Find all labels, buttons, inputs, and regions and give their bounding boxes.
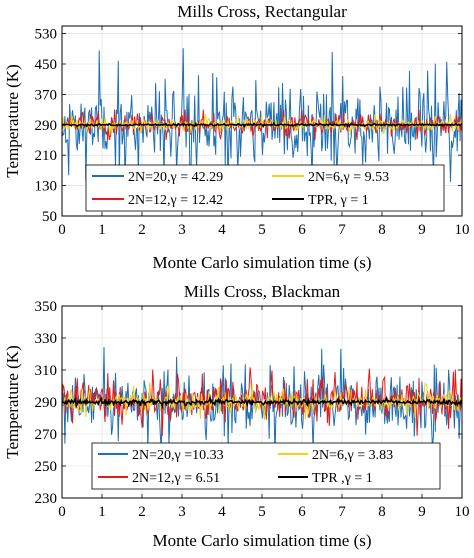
legend-entry: 2N=6,γ = 9.53 xyxy=(308,170,389,185)
legend-entry: TPR, γ = 1 xyxy=(308,193,369,208)
x-tick-label: 0 xyxy=(58,222,66,238)
y-tick-label: 270 xyxy=(35,427,58,443)
series-line-black xyxy=(61,121,463,128)
x-tick-label: 3 xyxy=(178,222,186,238)
x-tick-label: 10 xyxy=(455,504,470,520)
x-tick-label: 4 xyxy=(218,504,226,520)
y-tick-label: 250 xyxy=(35,459,58,475)
series-line-black xyxy=(61,394,463,410)
legend-entry: 2N=12,γ = 6.51 xyxy=(132,471,220,486)
x-tick-label: 6 xyxy=(298,504,306,520)
y-tick-label: 290 xyxy=(35,118,58,134)
x-tick-label: 2 xyxy=(138,222,146,238)
x-tick-labels: 0 1 2 3 4 5 6 7 8 9 10 xyxy=(58,504,469,520)
x-tick-label: 8 xyxy=(378,222,386,238)
y-tick-label: 370 xyxy=(35,87,58,103)
y-tick-label: 230 xyxy=(35,491,58,507)
x-tick-label: 6 xyxy=(298,222,306,238)
tick-marks xyxy=(61,26,463,217)
chart-panel-rectangular: Mills Cross, Rectangular 0 1 2 3 4 5 6 7 8 9 10 50… xyxy=(3,2,470,272)
x-tick-label: 4 xyxy=(218,222,226,238)
x-tick-label: 8 xyxy=(378,504,386,520)
x-tick-label: 7 xyxy=(338,222,346,238)
y-tick-label: 50 xyxy=(42,209,57,225)
x-tick-labels: 0 1 2 3 4 5 6 7 8 9 10 xyxy=(58,222,469,238)
y-tick-label: 210 xyxy=(35,148,58,164)
legend-entry: 2N=20,γ =10.33 xyxy=(132,448,224,463)
y-tick-label: 130 xyxy=(35,179,58,195)
series-line-yellow xyxy=(61,114,463,136)
x-axis-label: Monte Carlo simulation time (s) xyxy=(152,253,371,272)
x-tick-label: 0 xyxy=(58,504,66,520)
chart-title: Mills Cross, Rectangular xyxy=(177,2,347,21)
x-tick-label: 5 xyxy=(258,222,266,238)
x-tick-label: 9 xyxy=(418,222,426,238)
x-tick-label: 9 xyxy=(418,504,426,520)
y-axis-label: Temperature (K) xyxy=(3,64,22,178)
legend-box xyxy=(85,164,445,212)
x-tick-label: 7 xyxy=(338,504,346,520)
y-tick-labels: 230 250 270 290 310 330 350 xyxy=(35,299,58,507)
x-tick-label: 2 xyxy=(138,504,146,520)
legend: 2N=20,γ = 42.29 2N=6,γ = 9.53 2N=12,γ = … xyxy=(85,164,445,212)
x-tick-label: 1 xyxy=(98,222,106,238)
y-tick-label: 310 xyxy=(35,363,58,379)
series-lines xyxy=(61,48,463,182)
series-line-red xyxy=(61,109,463,141)
legend: 2N=20,γ =10.33 2N=6,γ = 3.83 2N=12,γ = 6… xyxy=(91,442,441,490)
chart-title: Mills Cross, Blackman xyxy=(184,282,341,301)
legend-entry: 2N=12,γ = 12.42 xyxy=(128,193,223,208)
y-tick-label: 330 xyxy=(35,331,58,347)
x-tick-label: 10 xyxy=(455,222,470,238)
y-tick-label: 450 xyxy=(35,57,58,73)
series-lines xyxy=(61,346,463,460)
x-tick-label: 5 xyxy=(258,504,266,520)
legend-entry: 2N=6,γ = 3.83 xyxy=(312,448,393,463)
legend-entry: 2N=20,γ = 42.29 xyxy=(128,170,223,185)
y-tick-label: 350 xyxy=(35,299,58,315)
tick-marks xyxy=(61,305,463,499)
legend-entry: TPR ,γ = 1 xyxy=(312,471,373,486)
y-tick-label: 530 xyxy=(35,27,58,43)
legend-box xyxy=(91,442,441,490)
x-tick-label: 3 xyxy=(178,504,186,520)
x-tick-label: 1 xyxy=(98,504,106,520)
y-tick-label: 290 xyxy=(35,395,58,411)
y-tick-labels: 50 130 210 290 370 450 530 xyxy=(35,27,58,225)
series-line-blue xyxy=(61,48,463,182)
chart-panel-blackman: Mills Cross, Blackman 0 1 2 3 4 5 6 7 8 9 10 230 25… xyxy=(3,282,470,550)
x-axis-label: Monte Carlo simulation time (s) xyxy=(152,531,371,550)
y-axis-label: Temperature (K) xyxy=(3,345,22,459)
